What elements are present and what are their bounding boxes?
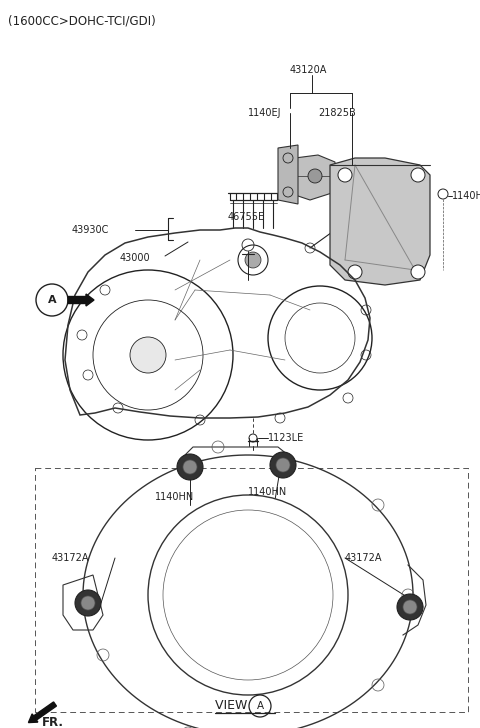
Polygon shape — [295, 155, 335, 200]
Polygon shape — [278, 145, 298, 204]
Circle shape — [148, 495, 348, 695]
FancyArrow shape — [68, 294, 94, 306]
Text: VIEW: VIEW — [215, 699, 252, 712]
Text: 1140HN: 1140HN — [155, 492, 194, 502]
Text: 46755E: 46755E — [228, 212, 265, 222]
Text: 1140HN: 1140HN — [248, 487, 287, 497]
Text: (1600CC>DOHC-TCI/GDI): (1600CC>DOHC-TCI/GDI) — [8, 14, 156, 27]
Circle shape — [348, 265, 362, 279]
Circle shape — [411, 265, 425, 279]
Circle shape — [308, 169, 322, 183]
Circle shape — [403, 600, 417, 614]
Text: 1140HV: 1140HV — [452, 191, 480, 201]
Circle shape — [177, 454, 203, 480]
Circle shape — [276, 458, 290, 472]
Text: 43000: 43000 — [120, 253, 151, 263]
Text: A: A — [48, 295, 56, 305]
Text: 43120A: 43120A — [290, 65, 327, 75]
Circle shape — [338, 168, 352, 182]
Circle shape — [75, 590, 101, 616]
Circle shape — [270, 452, 296, 478]
Text: 1123LE: 1123LE — [268, 433, 304, 443]
Text: 43172A: 43172A — [52, 553, 89, 563]
Circle shape — [411, 168, 425, 182]
Text: FR.: FR. — [42, 716, 64, 728]
Text: A: A — [256, 701, 264, 711]
Text: 1140EJ: 1140EJ — [248, 108, 281, 118]
Circle shape — [183, 460, 197, 474]
Text: 43172A: 43172A — [345, 553, 383, 563]
Circle shape — [81, 596, 95, 610]
Circle shape — [397, 594, 423, 620]
Text: 43930C: 43930C — [72, 225, 109, 235]
Polygon shape — [330, 158, 430, 285]
Text: 21825B: 21825B — [318, 108, 356, 118]
Circle shape — [245, 252, 261, 268]
Circle shape — [130, 337, 166, 373]
FancyArrow shape — [28, 702, 57, 723]
